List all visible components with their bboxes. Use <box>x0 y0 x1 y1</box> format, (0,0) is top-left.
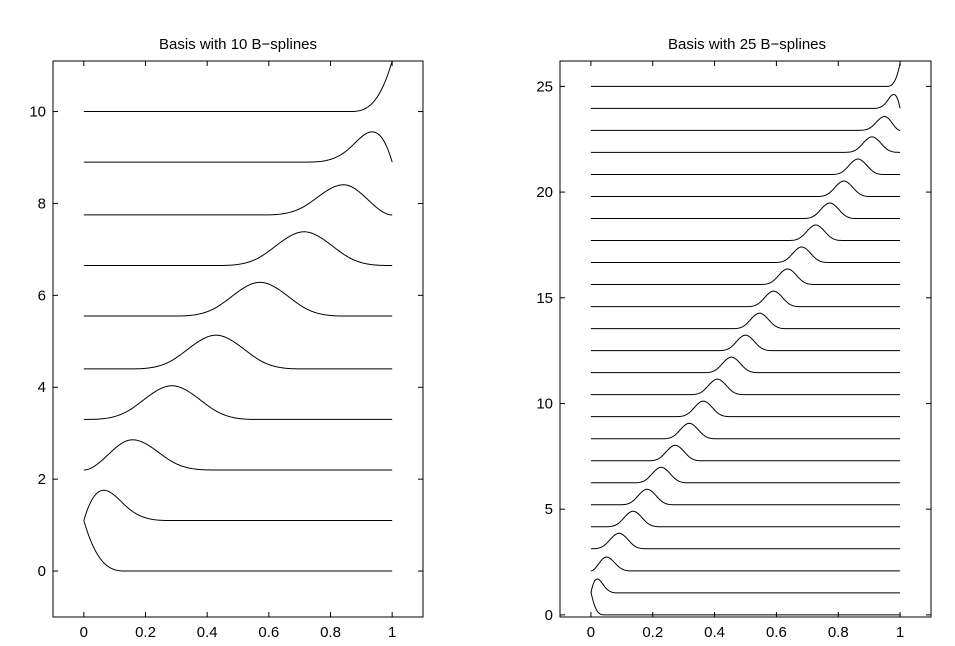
basis-curve <box>590 334 901 352</box>
x-tick-label: 0.8 <box>320 624 341 641</box>
basis-curve <box>83 385 393 420</box>
x-tick-label: 0.6 <box>766 624 787 641</box>
chart-panel-10-bsplines: Basis with 10 B−splines 0 0.2 0.4 0.6 0.8 102… <box>29 36 424 641</box>
y-tick-label: 4 <box>38 379 46 396</box>
y-tick-label: 25 <box>536 78 553 95</box>
axes-frame <box>52 60 424 618</box>
basis-curve <box>590 466 901 484</box>
y-tick-label: 10 <box>29 104 46 121</box>
x-tick-label: 0.2 <box>642 624 663 641</box>
x-tick-label: 0.4 <box>704 624 725 641</box>
basis-curve <box>590 422 901 440</box>
chart-panel-25-bsplines: Basis with 25 B−splines 0 0.2 0.4 0.6 0.8 105… <box>536 36 932 641</box>
y-tick-label: 0 <box>545 607 553 624</box>
x-tick-label: 0.4 <box>197 624 218 641</box>
basis-curve <box>83 281 393 317</box>
basis-curve <box>590 224 901 241</box>
chart-title: Basis with 25 B−splines <box>668 36 826 53</box>
y-tick-label: 2 <box>38 471 46 488</box>
basis-curve <box>590 591 901 616</box>
y-tick-label: 0 <box>38 563 46 580</box>
axes-frame <box>559 60 932 618</box>
basis-curve <box>590 556 901 572</box>
y-tick-label: 10 <box>536 395 553 412</box>
x-tick-label: 0.2 <box>135 624 156 641</box>
x-tick-label: 0 <box>80 624 88 641</box>
basis-curve <box>590 115 901 131</box>
basis-curve <box>83 131 393 163</box>
basis-curves <box>590 63 901 616</box>
basis-curve <box>590 93 901 109</box>
basis-curve <box>590 488 901 506</box>
basis-curve <box>590 63 901 87</box>
x-tick-label: 0 <box>587 624 595 641</box>
basis-curve <box>83 60 393 113</box>
basis-curve <box>590 356 901 374</box>
x-tick-label: 0.6 <box>258 624 279 641</box>
basis-curve <box>590 400 901 418</box>
basis-curve <box>590 158 901 176</box>
basis-curve <box>590 532 901 550</box>
basis-curve <box>83 439 393 471</box>
basis-curve <box>83 334 393 370</box>
chart-title: Basis with 10 B−splines <box>159 36 317 53</box>
basis-curve <box>590 136 901 153</box>
x-tick-label: 1 <box>896 624 904 641</box>
y-tick-label: 6 <box>38 287 46 304</box>
basis-curve <box>83 184 393 216</box>
basis-curve <box>83 231 393 266</box>
y-tick-label: 20 <box>536 184 553 201</box>
y-tick-label: 8 <box>38 195 46 212</box>
basis-curve <box>590 378 901 396</box>
basis-curve <box>590 578 901 594</box>
x-tick-label: 1 <box>388 624 396 641</box>
basis-curve <box>590 246 901 263</box>
basis-curve <box>590 290 901 308</box>
basis-curve <box>590 180 901 198</box>
basis-curve <box>83 520 393 572</box>
basis-curves <box>83 60 393 572</box>
y-tick-label: 5 <box>545 501 553 518</box>
basis-curve <box>590 202 901 219</box>
basis-curve <box>590 444 901 462</box>
y-tick-label: 15 <box>536 290 553 307</box>
basis-curve <box>590 268 901 285</box>
basis-curve <box>590 312 901 330</box>
x-tick-label: 0.8 <box>828 624 849 641</box>
basis-curve <box>83 489 393 521</box>
basis-curve <box>590 510 901 528</box>
